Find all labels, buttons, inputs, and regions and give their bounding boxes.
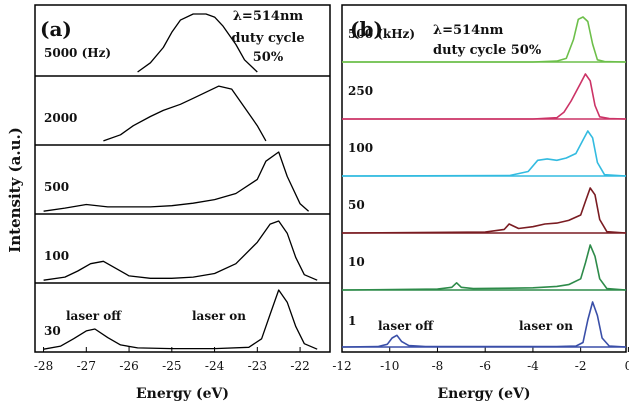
series-label: 30 [44,324,61,338]
x-tick-label: 0 [625,359,629,373]
peak-label-laser-on: laser on [519,319,573,333]
series-label: 100 [44,249,69,263]
series-label: 500 [44,180,69,194]
series-line-1 [137,13,258,73]
peak-label-laser-off: laser off [66,309,122,323]
x-tick-label: -12 [332,359,351,373]
panel-a: -28 -27 -26 -25 -24 -23 -22 Energy (eV) 5000 (Hz… [34,4,331,402]
x-tick-label: -25 [162,359,181,373]
series-line-4 [43,220,318,281]
x-tick-label: -6 [479,359,491,373]
annotation-line: duty cycle [231,31,304,46]
series-line-5 [43,289,318,350]
x-tick-label: -22 [290,359,309,373]
annotation-line: duty cycle 50% [433,43,542,58]
x-axis-label: Energy (eV) [136,386,229,402]
series-label: 2000 [44,111,77,125]
x-tick-label: -2 [575,359,587,373]
annotation-line: λ=514nm [233,9,304,24]
series-label: 100 [348,141,373,155]
x-tick-label: -23 [248,359,267,373]
panel-label: (b) [350,17,383,41]
annotation-line: 50% [253,50,284,65]
series-label: 1 [348,314,356,328]
series-line-4 [341,187,627,234]
plot-frame [341,4,627,353]
series-label: 250 [348,84,373,98]
x-tick-label: -10 [380,359,399,373]
series-line-3 [43,151,310,212]
x-tick-label: -27 [77,359,96,373]
panel-label: (a) [40,17,72,41]
series-line-2 [103,85,267,142]
x-tick-label: -4 [527,359,539,373]
panel-b: -12 -10 -8 -6 -4 -2 0 Energy (eV) 500 (kHz) 250 10… [332,4,629,402]
series-label: 50 [348,198,365,212]
x-axis-label: Energy (eV) [438,386,531,402]
annotation-line: λ=514nm [433,23,504,38]
plot-frame [34,4,331,353]
y-axis-label: Intensity (a.u.) [6,127,24,253]
x-tick-label: -28 [34,359,53,373]
peak-label-laser-off: laser off [378,319,434,333]
series-label: 500 (kHz) [348,27,415,41]
x-tick-label: -8 [432,359,444,373]
peak-label-laser-on: laser on [192,309,246,323]
series-label: 5000 (Hz) [44,46,111,60]
series-label: 10 [348,255,365,269]
series-line-5 [341,244,627,291]
series-line-2 [342,73,627,120]
series-line-3 [341,130,627,177]
x-tick-label: -24 [205,359,225,373]
x-tick-label: -26 [119,359,138,373]
